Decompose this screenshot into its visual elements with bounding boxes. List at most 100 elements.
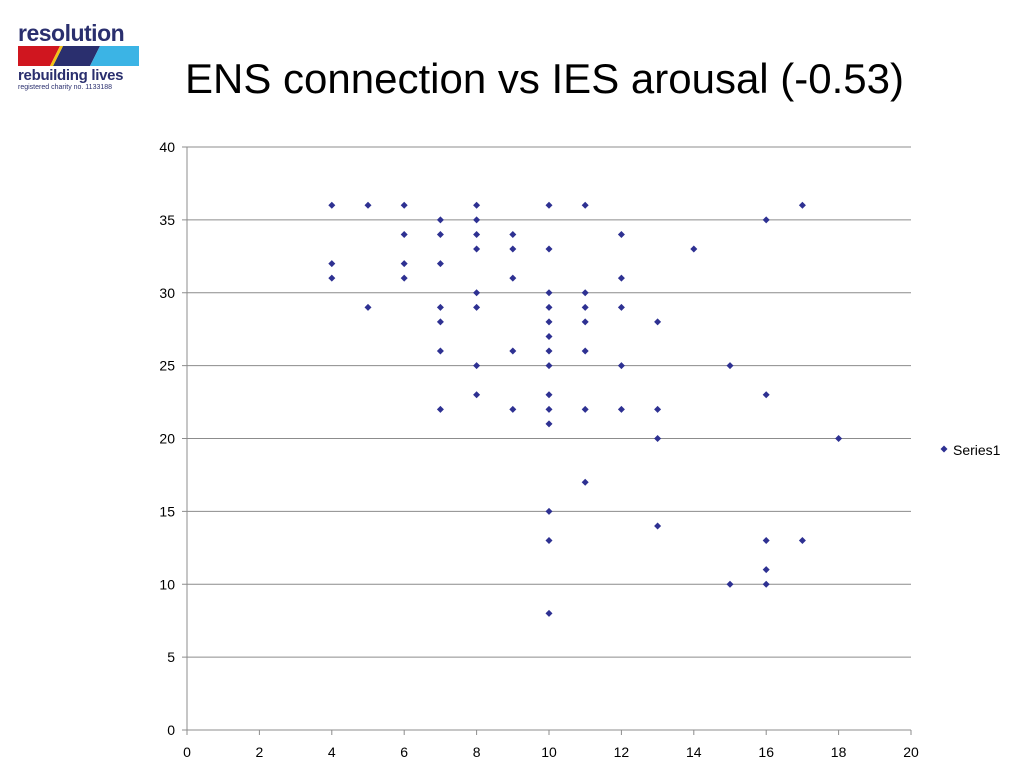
x-tick-label: 14 (686, 744, 702, 760)
x-tick-label: 10 (541, 744, 557, 760)
data-point (581, 478, 589, 486)
data-point (617, 274, 625, 282)
series-points (328, 201, 843, 617)
data-point (654, 435, 662, 442)
y-tick-label: 30 (159, 285, 175, 301)
data-point (473, 230, 481, 238)
data-point (509, 274, 517, 282)
data-point (400, 274, 408, 282)
data-point (436, 260, 444, 268)
data-point (581, 289, 589, 297)
logo-stripes (18, 46, 139, 66)
logo-stripe-yellow (50, 46, 63, 66)
legend-label: Series1 (953, 442, 1001, 458)
y-tick-label: 40 (159, 139, 175, 155)
data-point (545, 347, 553, 355)
x-tick-label: 16 (758, 744, 774, 760)
data-point (581, 405, 589, 413)
legend-marker (940, 445, 948, 453)
y-tick-label: 35 (159, 212, 175, 228)
data-point (654, 405, 662, 413)
y-tick-label: 20 (159, 431, 175, 447)
x-tick-label: 20 (903, 744, 919, 760)
data-point (581, 347, 589, 355)
data-point (545, 201, 553, 209)
logo-stripe-blue (90, 46, 139, 66)
chart-gridlines (187, 146, 911, 658)
data-point (364, 201, 372, 209)
data-point (545, 507, 553, 515)
data-point (617, 303, 625, 311)
x-tick-label: 0 (183, 744, 191, 760)
data-point (762, 566, 770, 574)
data-point (545, 420, 553, 428)
data-point (617, 405, 625, 413)
data-point (545, 332, 553, 340)
data-point (798, 537, 806, 545)
data-point (726, 362, 734, 370)
data-point (436, 318, 444, 326)
y-tick-label: 0 (167, 722, 175, 738)
data-point (473, 289, 481, 297)
x-tick-label: 4 (328, 744, 336, 760)
data-point (545, 609, 553, 617)
slide-title: ENS connection vs IES arousal (-0.53) (185, 55, 905, 102)
data-point (762, 216, 770, 224)
y-tick-label: 5 (167, 649, 175, 665)
data-point (798, 201, 806, 209)
x-axis-tick-labels: 0 2 4 6 8 10 12 14 16 18 20 (183, 744, 919, 760)
logo-word: resolution (18, 20, 125, 46)
data-point (400, 230, 408, 238)
data-point (509, 230, 517, 238)
data-point (617, 230, 625, 238)
data-point (762, 537, 770, 545)
y-tick-label: 25 (159, 358, 175, 374)
chart-legend: Series1 (940, 442, 1001, 458)
data-point (545, 289, 553, 297)
data-point (726, 580, 734, 588)
x-tick-label: 8 (473, 744, 481, 760)
x-tick-label: 18 (831, 744, 847, 760)
data-point (473, 201, 481, 209)
data-point (509, 347, 517, 355)
data-point (835, 435, 843, 442)
data-point (545, 391, 553, 399)
data-point (328, 201, 336, 209)
logo-stripe-navy (53, 46, 100, 66)
data-point (581, 201, 589, 209)
chart-axes (182, 146, 912, 735)
data-point (328, 274, 336, 282)
data-point (436, 303, 444, 311)
x-tick-label: 2 (256, 744, 264, 760)
data-point (400, 201, 408, 209)
data-point (436, 347, 444, 355)
data-point (436, 230, 444, 238)
data-point (509, 245, 517, 253)
y-axis-tick-labels: 0 5 10 15 20 25 30 35 40 (159, 139, 175, 738)
data-point (400, 260, 408, 268)
data-point (473, 216, 481, 224)
data-point (545, 318, 553, 326)
data-point (364, 303, 372, 311)
data-point (654, 318, 662, 326)
data-point (436, 405, 444, 413)
logo-charity-number: registered charity no. 1133188 (18, 84, 113, 91)
data-point (545, 537, 553, 545)
data-point (762, 580, 770, 588)
data-point (473, 362, 481, 370)
data-point (617, 362, 625, 370)
data-point (690, 245, 698, 253)
data-point (545, 245, 553, 253)
data-point (654, 522, 662, 530)
data-point (581, 303, 589, 311)
resolution-logo: resolution rebuilding lives registered c… (18, 22, 143, 92)
x-tick-label: 12 (614, 744, 630, 760)
logo-tagline: rebuilding lives (18, 67, 124, 84)
data-point (473, 303, 481, 311)
data-point (473, 391, 481, 399)
data-point (473, 245, 481, 253)
y-tick-label: 15 (159, 503, 175, 519)
data-point (509, 405, 517, 413)
y-tick-label: 10 (159, 576, 175, 592)
data-point (581, 318, 589, 326)
